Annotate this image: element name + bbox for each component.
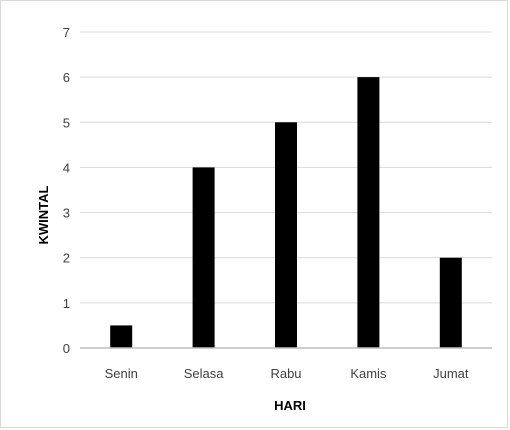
x-axis-title: HARI <box>274 398 306 413</box>
y-tick-label: 1 <box>63 296 70 311</box>
y-tick-labels: 0 1 2 3 4 5 6 7 <box>63 25 70 356</box>
x-tick-label-selasa: Selasa <box>184 366 225 381</box>
y-tick-label: 6 <box>63 70 70 85</box>
y-tick-label: 5 <box>63 115 70 130</box>
x-tick-label-kamis: Kamis <box>350 366 387 381</box>
bar-senin <box>110 325 133 348</box>
y-tick-label: 3 <box>63 206 70 221</box>
gridlines <box>80 31 492 304</box>
x-tick-label-senin: Senin <box>105 366 138 381</box>
x-tick-label-rabu: Rabu <box>270 366 301 381</box>
bar-selasa <box>192 167 215 348</box>
y-tick-label: 7 <box>63 25 70 40</box>
y-tick-label: 4 <box>63 160 70 175</box>
bar-rabu <box>275 122 297 349</box>
x-tick-label-jumat: Jumat <box>433 366 469 381</box>
y-tick-label: 0 <box>63 341 70 356</box>
bar-kamis <box>357 77 380 349</box>
bar-jumat <box>439 257 462 348</box>
bars <box>110 77 462 349</box>
x-tick-labels: Senin Selasa Rabu Kamis Jumat <box>105 366 469 381</box>
y-axis-title: KWINTAL <box>36 185 51 244</box>
y-tick-label: 2 <box>63 251 70 266</box>
